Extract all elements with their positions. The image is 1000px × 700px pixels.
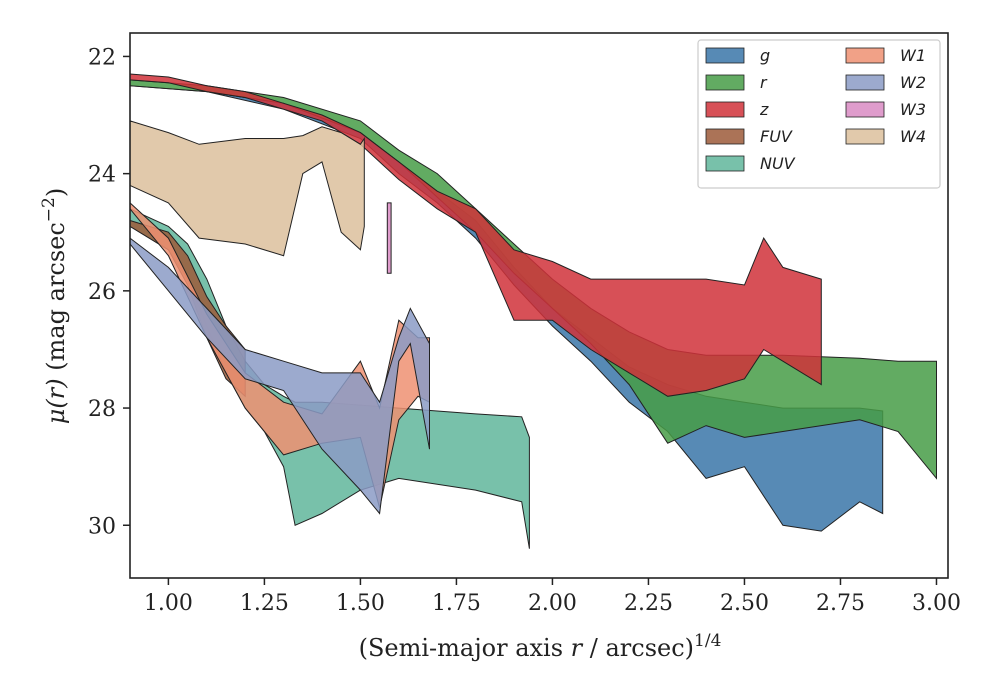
- chart-bands: [129, 73, 937, 549]
- legend-label-nuv: NUV: [760, 154, 796, 173]
- plot-frame: [129, 32, 949, 579]
- y-tick-label: 26: [88, 280, 116, 305]
- legend-label-w4: W4: [900, 127, 926, 146]
- band-w4: [129, 120, 365, 257]
- legend-label-w1: W1: [900, 46, 926, 65]
- x-tick-label: 2.25: [624, 591, 673, 616]
- axis-ticks: 1.00 1.25 1.50 1.75 2.00 2.25 2.50 2.75 3.00 22 24…: [88, 45, 961, 616]
- legend-label-z: z: [759, 100, 769, 119]
- legend-swatch-r: [705, 74, 745, 91]
- legend-label-r: r: [760, 73, 768, 92]
- y-tick-label: 30: [88, 514, 116, 539]
- legend-swatch-fuv: [705, 128, 745, 145]
- y-tick-label: 22: [88, 45, 116, 70]
- legend-swatch-w1: [845, 47, 885, 64]
- x-axis-title: (Semi-major axis r / arcsec)1/4: [359, 631, 722, 662]
- x-tick-label: 2.00: [528, 591, 577, 616]
- legend-swatch-w4: [845, 128, 885, 145]
- legend-label-fuv: FUV: [760, 127, 793, 146]
- legend-swatch-w3: [845, 101, 885, 118]
- legend-label-g: g: [760, 46, 770, 65]
- band-w2: [129, 237, 430, 515]
- legend-label-w3: W3: [900, 100, 926, 119]
- x-tick-label: 1.75: [432, 591, 481, 616]
- legend: grz FUV NUV W1 W2 W3 W4: [697, 39, 941, 189]
- legend-swatch-z: [705, 101, 745, 118]
- y-tick-label: 24: [88, 163, 116, 188]
- legend-swatch-w2: [845, 74, 885, 91]
- y-axis-title: μ(r) (mag arcsec−2): [39, 188, 70, 424]
- x-tick-label: 2.50: [720, 591, 769, 616]
- x-tick-label: 3.00: [912, 591, 961, 616]
- legend-label-w2: W2: [900, 73, 926, 92]
- y-tick-label: 28: [88, 397, 116, 422]
- x-tick-label: 1.50: [336, 591, 385, 616]
- band-w3: [386, 202, 392, 274]
- x-tick-label: 2.75: [816, 591, 865, 616]
- legend-swatch-g: [705, 47, 745, 64]
- legend-swatch-nuv: [705, 155, 745, 172]
- x-tick-label: 1.00: [144, 591, 193, 616]
- x-tick-label: 1.25: [240, 591, 289, 616]
